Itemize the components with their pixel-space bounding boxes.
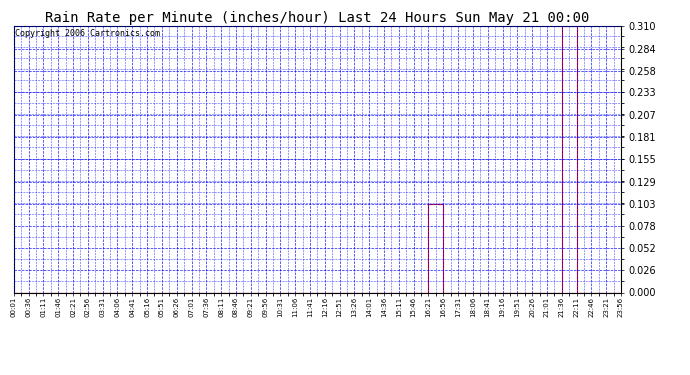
Title: Rain Rate per Minute (inches/hour) Last 24 Hours Sun May 21 00:00: Rain Rate per Minute (inches/hour) Last … [46,11,589,25]
Text: Copyright 2006 Cartronics.com: Copyright 2006 Cartronics.com [15,29,160,38]
